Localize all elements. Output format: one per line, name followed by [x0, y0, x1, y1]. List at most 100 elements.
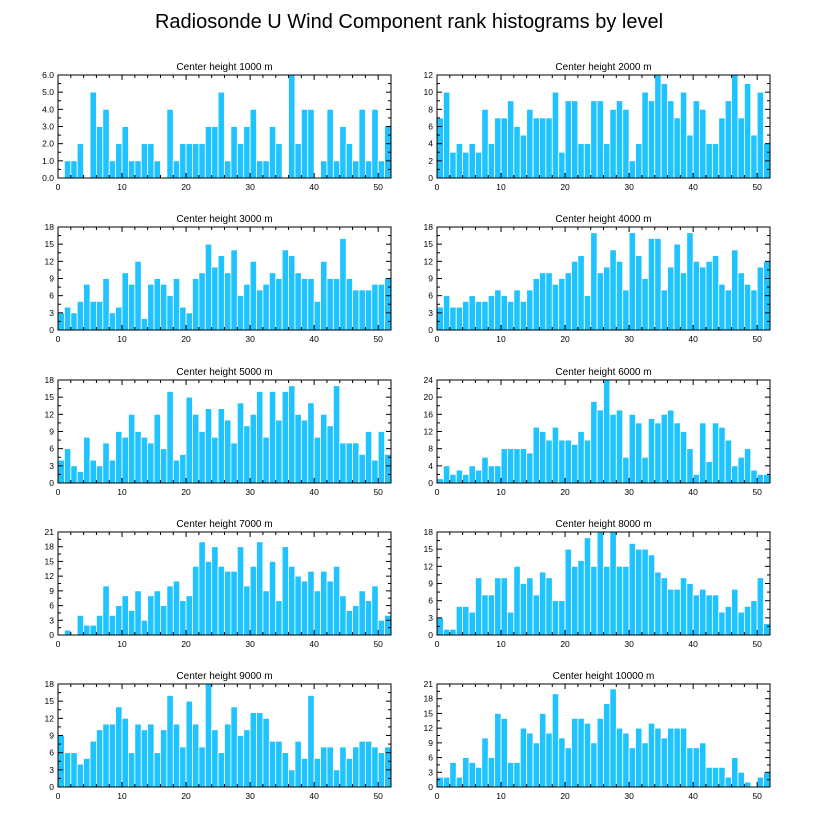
y-tick-label: 9 [428, 738, 433, 748]
histogram-bar [756, 474, 764, 484]
histogram-bar [115, 143, 123, 179]
x-tick-label: 20 [560, 639, 570, 649]
x-tick-label: 0 [435, 334, 440, 344]
histogram-bar [743, 448, 752, 484]
histogram-bar [185, 312, 193, 331]
y-tick-label: 2 [428, 156, 433, 166]
histogram-bar [204, 683, 213, 788]
histogram-bar [635, 143, 643, 179]
histogram-bar [539, 571, 547, 636]
y-tick-label: 4 [428, 139, 433, 149]
histogram-bar [89, 300, 97, 331]
histogram-bar [558, 600, 566, 636]
y-tick-label: 12 [45, 571, 55, 581]
histogram-bar [76, 471, 85, 484]
histogram-bar [724, 605, 732, 636]
panel-title: Center height 10000 m [553, 671, 655, 682]
histogram-bar [204, 408, 213, 484]
histogram-bar [443, 91, 451, 179]
histogram-bar [609, 108, 617, 179]
histogram-bar [686, 583, 694, 636]
histogram-bar [275, 740, 283, 788]
histogram-bar [526, 452, 534, 484]
x-tick-label: 20 [181, 487, 191, 497]
histogram-bar [513, 126, 521, 179]
histogram-bar [243, 425, 251, 484]
y-tick-label: 21 [424, 679, 434, 689]
histogram-bar [160, 448, 168, 484]
histogram-bar [217, 565, 225, 636]
histogram-bar [551, 693, 560, 788]
y-tick-label: 4.0 [42, 104, 54, 114]
histogram-bar [603, 565, 611, 636]
histogram-bar [718, 283, 726, 331]
histogram-bar [551, 91, 560, 179]
histogram-bar [211, 546, 219, 636]
y-tick-label: 6 [428, 122, 433, 132]
histogram-bar [192, 413, 200, 484]
histogram-bar [179, 143, 187, 179]
histogram-bar [281, 391, 289, 484]
histogram-bar [377, 283, 385, 331]
histogram-bar [577, 255, 585, 331]
histogram-bar [731, 465, 739, 484]
y-tick-label: 18 [45, 679, 55, 689]
histogram-bar [76, 143, 85, 179]
histogram-bar [590, 100, 598, 179]
histogram-bar [743, 605, 752, 636]
histogram-bar [121, 717, 129, 788]
x-tick-label: 20 [560, 334, 570, 344]
histogram-panel: Center height 8000 m 0 10 20 30 40 50 0 3 6 9 12 15 1… [424, 519, 771, 649]
histogram-bar [551, 283, 560, 331]
histogram-panel: Center height 7000 m 0 10 20 30 40 50 0 3 6 9 12 15 1… [45, 519, 392, 649]
x-tick-label: 50 [752, 182, 762, 192]
histogram-bar [513, 289, 521, 331]
histogram-bar [345, 442, 353, 484]
histogram-bar [513, 762, 521, 788]
histogram-bar [718, 766, 726, 788]
histogram-bar [89, 624, 97, 636]
x-tick-label: 10 [496, 334, 506, 344]
histogram-bar [635, 548, 643, 636]
histogram-bar [603, 143, 611, 179]
histogram-bar [686, 448, 694, 484]
histogram-bar [172, 723, 181, 788]
histogram-bar [545, 117, 553, 179]
panel-title: Center height 4000 m [555, 214, 651, 225]
histogram-bar [192, 143, 200, 179]
histogram-bar [192, 278, 200, 331]
histogram-bar [70, 752, 78, 788]
histogram-bar [166, 391, 174, 484]
x-tick-label: 20 [560, 487, 570, 497]
histogram-bar [756, 91, 764, 179]
histogram-bar [211, 729, 219, 788]
histogram-bar [564, 100, 572, 179]
histogram-bar [204, 561, 213, 636]
histogram-bar [89, 459, 97, 484]
histogram-bar [256, 541, 264, 636]
histogram-bar [249, 413, 257, 484]
histogram-bar [705, 594, 713, 636]
histogram-bar [494, 577, 502, 636]
y-tick-label: 5.0 [42, 87, 54, 97]
histogram-bar [603, 266, 611, 331]
histogram-bar [500, 295, 508, 331]
histogram-bar [545, 577, 553, 636]
histogram-bar [628, 747, 636, 788]
y-tick-label: 3.0 [42, 122, 54, 132]
histogram-bar [750, 134, 758, 179]
histogram-bar [160, 283, 168, 331]
histogram-bar [64, 629, 72, 636]
histogram-bar [500, 117, 508, 179]
histogram-bar [115, 706, 123, 788]
histogram-bar [204, 243, 213, 331]
x-tick-label: 10 [117, 791, 127, 801]
histogram-bar [326, 425, 334, 484]
x-tick-label: 30 [245, 334, 255, 344]
histogram-bar [507, 100, 515, 179]
x-tick-label: 0 [56, 639, 61, 649]
y-tick-label: 18 [424, 222, 434, 232]
histogram-bar [288, 769, 296, 788]
panels: Center height 1000 m0 10 20 30 40 500.01.02.0… [42, 62, 771, 801]
histogram-bar [249, 565, 257, 636]
